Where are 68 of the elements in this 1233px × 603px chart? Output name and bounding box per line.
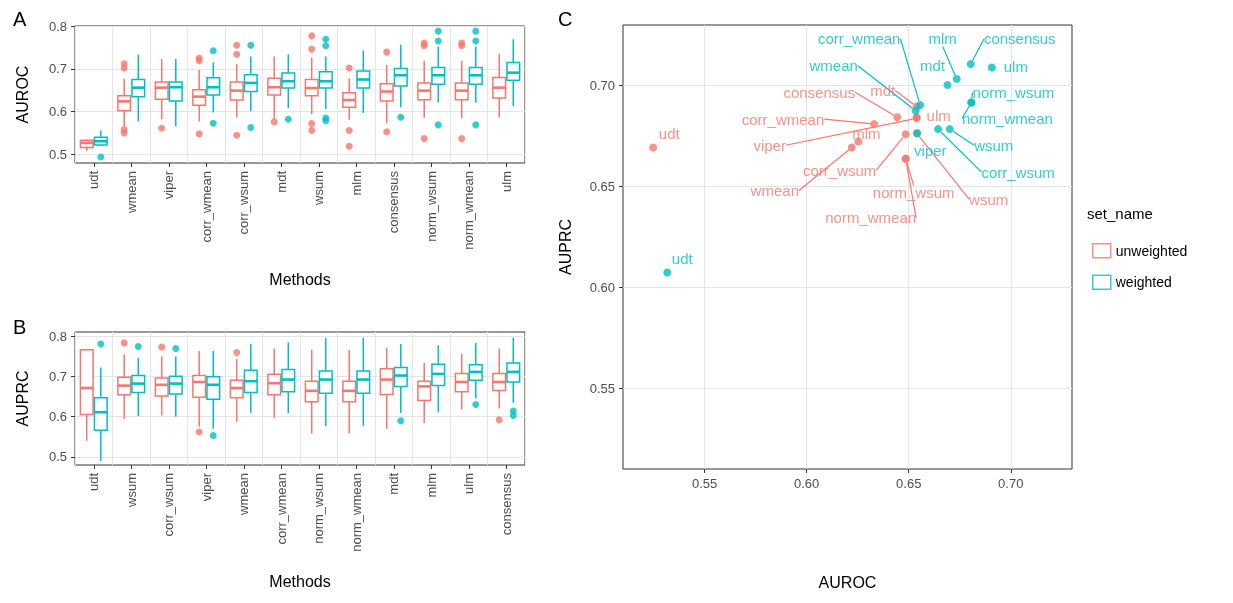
x-tick-label: mdt <box>386 472 402 495</box>
x-tick-label: mlm <box>423 473 439 498</box>
x-tick-label: norm_wmean <box>348 473 364 552</box>
y-axis-title: AUPRC <box>13 370 31 427</box>
y-axis-title: AUPRC <box>556 218 574 276</box>
x-tick-label: ulm <box>461 473 477 494</box>
x-tick-label: consensus <box>386 170 402 234</box>
x-tick-label: wsum <box>123 473 139 508</box>
x-tick-label: mlm <box>348 171 364 196</box>
x-axis-title: Methods <box>269 270 331 288</box>
y-tick-label: 0.7 <box>48 368 67 384</box>
y-tick-label: 0.7 <box>48 61 67 77</box>
x-tick-label: ulm <box>498 171 514 192</box>
data-label: udt <box>671 249 694 267</box>
data-label: norm_wmean <box>961 110 1053 127</box>
x-tick-label: corr_wmean <box>273 473 289 545</box>
chart-title: A <box>13 8 27 30</box>
y-tick-label: 0.55 <box>589 380 615 396</box>
x-tick-label: udt <box>86 472 102 492</box>
data-label: wsum <box>973 136 1014 154</box>
y-tick-label: 0.5 <box>48 146 67 162</box>
x-tick-label: norm_wmean <box>461 171 477 250</box>
x-tick-label: wsum <box>311 171 327 206</box>
data-label: corr_wmean <box>817 30 901 48</box>
x-tick-label: mdt <box>273 170 289 193</box>
y-tick-label: 0.6 <box>48 104 67 120</box>
x-tick-label: corr_wsum <box>236 171 252 235</box>
legend-label: weighted <box>1114 274 1172 291</box>
data-label: mlm <box>852 124 881 142</box>
data-label: consensus <box>783 83 856 101</box>
y-axis-title: AUROC <box>13 65 31 124</box>
data-label: viper <box>753 136 786 154</box>
y-tick-label: 0.8 <box>48 328 67 344</box>
data-label: consensus <box>983 30 1056 48</box>
legend-label: unweighted <box>1115 242 1188 259</box>
data-label: mdt <box>920 57 946 75</box>
x-tick-label: consensus <box>498 472 514 536</box>
x-tick-label: udt <box>86 170 102 190</box>
data-label: wmean <box>808 57 858 75</box>
data-label: mlm <box>928 30 957 48</box>
data-label: viper <box>914 141 947 159</box>
x-axis-title: Methods <box>269 572 331 590</box>
legend-title: set_name <box>1087 205 1153 222</box>
x-tick-label: 0.70 <box>998 476 1024 491</box>
x-tick-label: corr_wsum <box>161 473 177 537</box>
x-tick-label: norm_wsum <box>311 473 327 544</box>
x-axis-title: AUROC <box>818 573 877 591</box>
x-tick-label: wmean <box>236 473 252 516</box>
chart-title: C <box>558 8 573 30</box>
x-tick-label: viper <box>198 472 214 502</box>
y-tick-label: 0.60 <box>589 279 615 295</box>
x-tick-label: 0.55 <box>691 476 718 491</box>
x-tick-label: norm_wsum <box>423 171 439 242</box>
y-tick-label: 0.70 <box>589 78 615 94</box>
y-tick-label: 0.5 <box>48 449 67 465</box>
x-tick-label: 0.65 <box>896 476 922 491</box>
chart-title: B <box>13 316 27 338</box>
x-tick-label: 0.60 <box>794 476 820 491</box>
y-tick-label: 0.8 <box>48 18 67 34</box>
data-label: norm_wsum <box>972 84 1055 101</box>
x-tick-label: corr_wmean <box>198 171 214 243</box>
y-tick-label: 0.6 <box>48 409 67 425</box>
data-label: ulm <box>1003 58 1028 76</box>
data-label: udt <box>658 125 681 142</box>
x-tick-label: viper <box>161 170 177 200</box>
x-tick-label: wmean <box>123 171 139 214</box>
data-label: corr_wmean <box>741 110 825 128</box>
data-label: ulm <box>926 106 951 124</box>
